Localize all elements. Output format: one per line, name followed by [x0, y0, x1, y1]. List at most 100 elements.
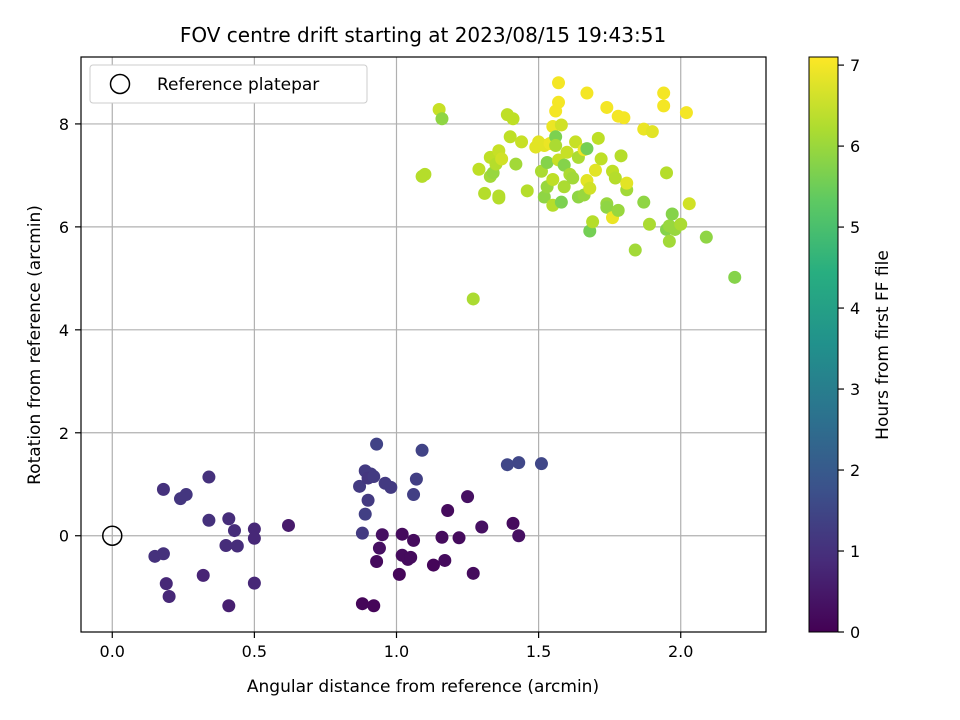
scatter-point: [728, 270, 742, 284]
scatter-point: [162, 589, 176, 603]
x-axis-label: Angular distance from reference (arcmin): [247, 677, 599, 697]
x-tick-label: 0.0: [100, 642, 125, 661]
scatter-point: [353, 479, 367, 493]
scatter-point: [426, 558, 440, 572]
scatter-point: [472, 162, 486, 176]
colorbar-tick-label: 6: [850, 137, 860, 156]
scatter-point: [566, 171, 580, 185]
legend-box: [89, 64, 368, 104]
y-axis-ticks: 0 2 4 6 8: [59, 115, 81, 546]
scatter-point: [554, 195, 568, 209]
scatter-point: [495, 152, 509, 166]
colorbar: 0 1 2 3 4 5 6 7 Hours from first FF file: [808, 56, 893, 642]
scatter-point: [461, 490, 475, 504]
scatter-point: [395, 527, 409, 541]
scatter-point: [230, 539, 244, 553]
colorbar-tick-label: 3: [850, 380, 860, 399]
x-tick-label: 1.5: [526, 642, 551, 661]
reference-point-marker: [102, 525, 123, 546]
scatter-point: [367, 470, 381, 484]
scatter-point: [202, 470, 216, 484]
scatter-point: [392, 567, 406, 581]
colorbar-tick-label: 2: [850, 461, 860, 480]
x-tick-label: 2.0: [668, 642, 693, 661]
scatter-point: [512, 529, 526, 543]
scatter-point: [554, 118, 568, 132]
scatter-point: [506, 516, 520, 530]
scatter-point: [202, 513, 216, 527]
scatter-point: [375, 528, 389, 542]
scatter-point: [586, 215, 600, 229]
scatter-point: [159, 577, 173, 591]
scatter-point: [404, 550, 418, 564]
scatter-point: [196, 568, 210, 582]
scatter-point: [580, 86, 594, 100]
scatter-point: [674, 217, 688, 231]
scatter-point: [506, 112, 520, 126]
scatter-point: [247, 531, 261, 545]
scatter-points: [148, 76, 742, 613]
scatter-point: [645, 125, 659, 139]
scatter-point: [682, 197, 696, 211]
scatter-point: [679, 106, 693, 120]
y-tick-label: 0: [59, 527, 69, 546]
scatter-point: [552, 76, 566, 90]
colorbar-ticks: 0 1 2 3 4 5 6 7: [838, 56, 860, 642]
scatter-point: [662, 234, 676, 248]
scatter-point: [657, 99, 671, 113]
y-tick-label: 4: [59, 321, 69, 340]
x-tick-label: 1.0: [384, 642, 409, 661]
scatter-point: [628, 243, 642, 257]
scatter-point: [503, 130, 517, 144]
scatter-point: [355, 597, 369, 611]
scatter-point: [699, 230, 713, 244]
scatter-point: [492, 189, 506, 203]
scatter-point: [600, 200, 614, 214]
scatter-point: [281, 518, 295, 532]
grid: [81, 57, 766, 632]
y-tick-label: 2: [59, 424, 69, 443]
x-axis-ticks: 0.0 0.5 1.0 1.5 2.0: [100, 632, 693, 661]
scatter-point: [441, 504, 455, 518]
scatter-point: [466, 292, 480, 306]
scatter-point: [361, 493, 375, 507]
scatter-point: [642, 217, 656, 231]
scatter-point: [367, 599, 381, 613]
scatter-point: [583, 181, 597, 195]
scatter-point: [227, 524, 241, 538]
colorbar-tick-label: 7: [850, 56, 860, 75]
scatter-point: [617, 111, 631, 125]
colorbar-tick-label: 1: [850, 542, 860, 561]
scatter-point: [219, 539, 233, 553]
scatter-point: [600, 100, 614, 114]
scatter-point: [370, 554, 384, 568]
scatter-point: [247, 576, 261, 590]
scatter-point: [620, 176, 634, 190]
scatter-point: [569, 135, 583, 149]
scatter-point: [520, 184, 534, 198]
scatter-point: [452, 531, 466, 545]
scatter-point: [407, 488, 421, 502]
scatter-point: [546, 173, 560, 187]
scatter-point: [247, 522, 261, 536]
scatter-point: [509, 157, 523, 171]
scatter-point: [370, 437, 384, 451]
scatter-point: [614, 149, 628, 163]
scatter-point: [611, 203, 625, 217]
scatter-point: [475, 520, 489, 534]
scatter-point: [588, 163, 602, 177]
scatter-point: [512, 456, 526, 470]
scatter-point: [660, 166, 674, 180]
legend-open-circle-icon: [109, 73, 131, 95]
scatter-point: [438, 553, 452, 567]
scatter-point: [384, 480, 398, 494]
scatter-point: [665, 207, 679, 221]
scatter-point: [580, 142, 594, 156]
scatter-point: [355, 526, 369, 540]
scatter-point: [591, 131, 605, 145]
scatter-point: [537, 190, 551, 204]
plot-frame: [80, 56, 767, 633]
colorbar-tick-label: 5: [850, 218, 860, 237]
scatter-point: [608, 171, 622, 185]
